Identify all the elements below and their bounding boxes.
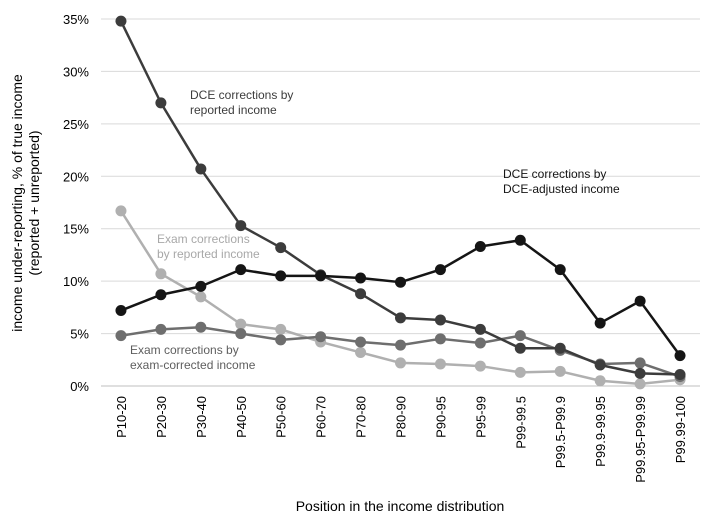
series-label: DCE corrections by [503,167,606,181]
data-point [514,366,526,378]
data-point [514,234,526,246]
data-point [434,264,446,276]
data-point [514,330,526,342]
x-tick-label: P10-20 [114,396,129,438]
x-tick-label: P70-80 [354,396,369,438]
data-point [554,342,566,354]
y-tick-label: 0% [70,379,89,394]
series-label: exam-corrected income [130,358,256,372]
x-tick-label: P60-70 [314,396,329,438]
x-tick-label: P99.99-100 [673,396,688,463]
y-tick-label: 10% [63,274,89,289]
data-point [434,333,446,345]
data-point [395,312,406,324]
data-point [195,291,207,303]
y-axis-title-line1: income under-reporting, % of true income [9,74,25,332]
data-point [474,241,486,253]
x-tick-label: P90-95 [433,396,448,438]
data-point [474,323,486,335]
data-point [594,375,606,387]
series-label: Exam corrections [157,232,250,246]
data-point [275,270,287,282]
data-point [395,357,406,369]
y-axis-title-line2: (reported + unreported) [26,130,42,275]
series-label: Exam corrections by [130,343,239,357]
series-label: by reported income [157,247,260,261]
data-point [235,328,247,340]
series-label: DCE corrections by [190,88,293,102]
x-tick-label: P50-60 [274,396,289,438]
series-label: DCE-adjusted income [503,182,620,196]
data-point [315,331,327,343]
data-point [434,358,446,370]
x-tick-label: P99.5-P99.9 [553,396,568,468]
series-1 [115,234,686,362]
x-axis-title: Position in the income distribution [296,498,505,514]
x-tick-label: P95-99 [473,396,488,438]
data-point [395,276,406,288]
data-point [115,330,127,342]
data-point [115,15,127,27]
data-point [554,365,566,377]
data-point [634,378,646,390]
data-point [275,334,287,346]
data-point [474,337,486,349]
x-axis-ticks: P10-20 P20-30 P30-40 P40-50 P50-60 P60-70 P70-… [114,396,688,483]
data-point [355,272,367,284]
data-point [594,317,606,329]
x-tick-label: P99.9-99.95 [593,396,608,467]
data-point [155,289,167,301]
data-point [195,321,207,333]
data-point [155,323,167,335]
x-tick-label: P99.95-P99.99 [633,396,648,483]
data-point [155,97,167,109]
data-point [235,264,247,276]
x-tick-label: P30-40 [194,396,209,438]
y-tick-label: 5% [70,327,89,342]
data-point [474,360,486,372]
data-point [634,295,646,307]
data-point [235,220,247,232]
data-point [594,359,606,371]
x-tick-label: P20-30 [154,396,169,438]
data-point [514,342,526,354]
data-point [355,346,367,358]
data-point [634,357,646,369]
x-tick-label: P99-99.5 [513,396,528,449]
data-point [275,323,287,335]
data-point [674,350,686,362]
data-point [115,205,127,217]
data-point [195,163,207,175]
data-point [355,336,367,348]
series-layer [115,15,686,390]
data-point [434,314,446,326]
data-point [195,280,207,292]
data-point [235,318,247,330]
data-point [315,270,327,282]
data-point [275,242,287,254]
data-point [155,268,167,280]
data-point [634,367,646,379]
y-tick-label: 35% [63,12,89,27]
y-tick-label: 25% [63,117,89,132]
series-label: reported income [190,103,277,117]
data-point [355,288,367,300]
y-axis-ticks: 0% 5% 10% 15% 20% 25% 30% 35% [63,12,89,394]
x-tick-label: P80-90 [394,396,409,438]
y-tick-label: 15% [63,222,89,237]
data-point [554,264,566,276]
data-point [395,339,406,351]
data-point [115,305,127,317]
y-tick-label: 30% [63,64,89,79]
y-tick-label: 20% [63,169,89,184]
data-point [674,368,686,380]
x-tick-label: P40-50 [234,396,249,438]
